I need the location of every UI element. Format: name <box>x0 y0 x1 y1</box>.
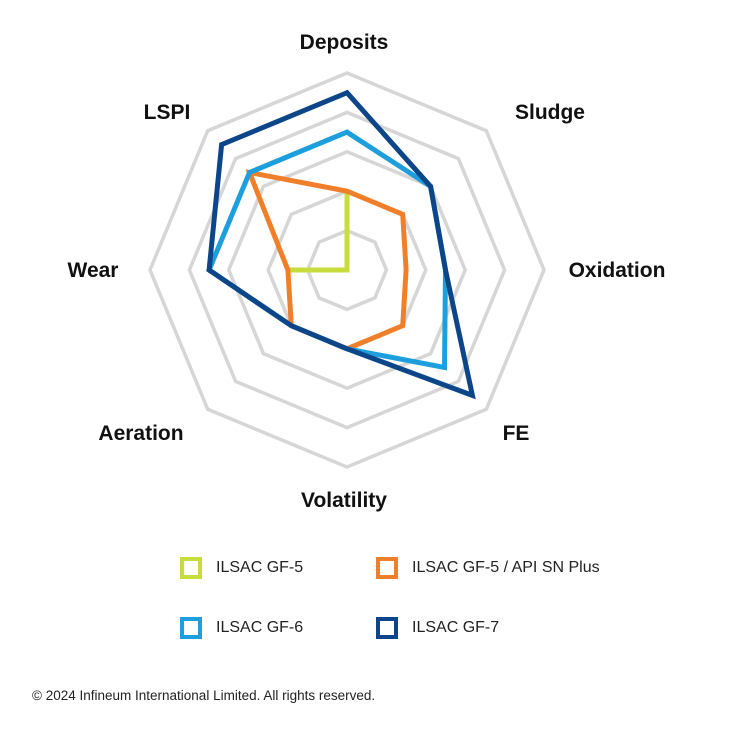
legend-item-gf7: ILSAC GF-7 <box>376 612 499 644</box>
grid-ring-3 <box>226 149 468 391</box>
grid-ring-1 <box>305 228 389 312</box>
series-ilsac-gf-6 <box>206 129 449 371</box>
axis-label-wear: Wear <box>68 259 119 282</box>
radar-grid <box>148 71 546 469</box>
axis-label-oxidation: Oxidation <box>569 259 666 282</box>
legend-item-gf6: ILSAC GF-6 <box>180 612 303 644</box>
legend-swatch-gf5-sn-plus <box>376 557 398 579</box>
series-ilsac-gf-5 <box>287 191 350 273</box>
grid-ring-5 <box>148 71 546 469</box>
legend-item-gf5-sn-plus: ILSAC GF-5 / API SN Plus <box>376 552 600 584</box>
legend-label-gf5: ILSAC GF-5 <box>216 559 304 576</box>
legend-label-gf5-sn-plus: ILSAC GF-5 / API SN Plus <box>412 559 600 576</box>
legend-item-gf5: ILSAC GF-5 <box>180 552 303 584</box>
axis-label-deposits: Deposits <box>300 31 389 54</box>
axis-label-fe: FE <box>503 422 530 445</box>
axis-label-volatility: Volatility <box>301 489 387 512</box>
legend-label-gf6: ILSAC GF-6 <box>216 619 304 636</box>
legend-swatch-gf5 <box>180 557 202 579</box>
grid-ring-4 <box>187 110 507 430</box>
legend: ILSAC GF-5 ILSAC GF-5 / API SN Plus ILSA… <box>180 548 660 658</box>
radar-series <box>206 89 476 400</box>
copyright-text: © 2024 Infineum International Limited. A… <box>32 688 376 703</box>
series-ilsac-gf-7 <box>206 89 476 400</box>
legend-label-gf7: ILSAC GF-7 <box>412 619 500 636</box>
axis-label-aeration: Aeration <box>98 422 183 445</box>
axis-labels: Deposits Sludge Oxidation FE Volatility Aerat… <box>68 31 666 512</box>
legend-swatch-gf6 <box>180 617 202 639</box>
legend-swatch-gf7 <box>376 617 398 639</box>
axis-label-lspi: LSPI <box>144 101 191 124</box>
axis-label-sludge: Sludge <box>515 101 585 124</box>
